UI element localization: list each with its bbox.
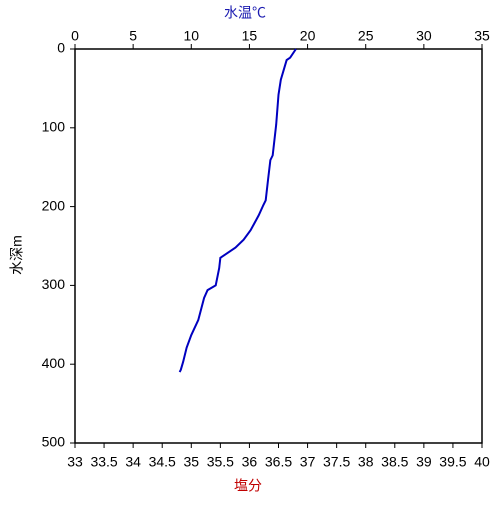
x2-tick-label: 40 — [474, 454, 490, 470]
x-tick-label: 25 — [358, 28, 374, 44]
x-tick-label: 20 — [300, 28, 316, 44]
y-tick-label: 400 — [42, 355, 66, 371]
x-tick-label: 0 — [71, 28, 79, 44]
x-tick-label: 5 — [129, 28, 137, 44]
y-tick-label: 0 — [57, 40, 65, 56]
x2-tick-label: 37 — [300, 454, 316, 470]
x-tick-label: 15 — [242, 28, 258, 44]
y-tick-label: 300 — [42, 276, 66, 292]
x2-tick-label: 36 — [242, 454, 258, 470]
x-tick-label: 35 — [474, 28, 490, 44]
x2-tick-label: 35 — [183, 454, 199, 470]
plot-frame — [74, 48, 483, 444]
y-axis-title: 水深m — [9, 235, 25, 275]
x2-tick-label: 34 — [125, 454, 141, 470]
x2-tick-label: 38 — [358, 454, 374, 470]
x-axis-title: 水温℃ — [224, 5, 266, 21]
x2-tick-label: 33.5 — [90, 454, 117, 470]
y-tick-label: 200 — [42, 197, 66, 213]
x2-tick-label: 33 — [67, 454, 83, 470]
y-tick-label: 500 — [42, 434, 66, 450]
x2-tick-label: 35.5 — [207, 454, 234, 470]
x2-axis-title: 塩分 — [234, 478, 262, 494]
x-tick-label: 10 — [183, 28, 199, 44]
x2-tick-label: 38.5 — [381, 454, 408, 470]
x2-tick-label: 36.5 — [265, 454, 292, 470]
y-tick-label: 100 — [42, 119, 66, 135]
x2-tick-label: 39.5 — [439, 454, 466, 470]
x2-tick-label: 34.5 — [149, 454, 176, 470]
line — [178, 48, 297, 373]
x2-tick-label: 37.5 — [323, 454, 350, 470]
x-tick-label: 30 — [416, 28, 432, 44]
x2-tick-label: 39 — [416, 454, 432, 470]
